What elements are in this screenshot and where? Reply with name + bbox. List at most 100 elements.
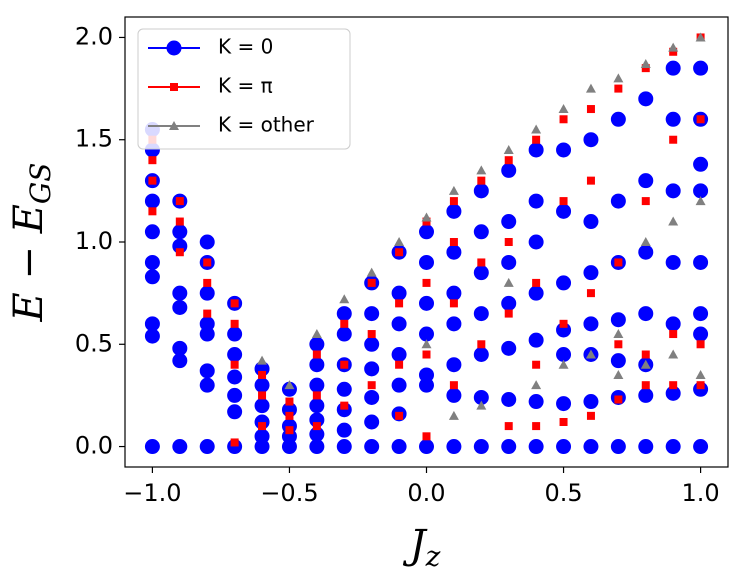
point (583, 394, 599, 410)
point (693, 183, 709, 199)
point (477, 176, 486, 185)
point (312, 422, 321, 431)
point (309, 357, 325, 373)
point (230, 319, 239, 328)
point (449, 299, 458, 308)
point (203, 278, 212, 287)
point (693, 326, 709, 342)
point (391, 285, 407, 301)
point (665, 254, 681, 270)
point (693, 60, 709, 76)
point (227, 347, 243, 362)
point (503, 144, 514, 154)
point (614, 340, 623, 349)
point (144, 269, 160, 285)
point (203, 258, 212, 267)
point (665, 439, 681, 455)
point (144, 254, 160, 270)
point (446, 439, 462, 455)
point (556, 142, 572, 158)
point (476, 165, 487, 175)
point (144, 316, 160, 332)
x-axis-label: Jz (403, 522, 441, 573)
point (556, 275, 572, 291)
point (422, 350, 431, 359)
point (693, 439, 709, 455)
point (446, 244, 462, 260)
point (501, 439, 517, 455)
point (285, 426, 294, 435)
point (199, 285, 215, 301)
y-axis-label: E − EGS (6, 163, 57, 323)
point (227, 326, 243, 342)
point (258, 370, 267, 379)
point (586, 289, 595, 298)
point (172, 340, 188, 356)
point (312, 391, 321, 400)
point (665, 183, 681, 199)
point (367, 381, 376, 390)
point (528, 332, 544, 348)
point (668, 349, 679, 359)
point (395, 360, 404, 369)
point (175, 197, 184, 206)
point (610, 439, 626, 455)
point (199, 234, 215, 250)
point (258, 391, 267, 400)
point (336, 381, 352, 397)
point (230, 360, 239, 369)
point (473, 183, 489, 199)
point (693, 156, 709, 172)
point (254, 398, 270, 414)
point (532, 360, 541, 369)
point (504, 422, 513, 431)
point (528, 193, 544, 209)
point (696, 381, 705, 390)
point (258, 422, 267, 431)
point (285, 397, 294, 406)
point (501, 162, 517, 178)
point (501, 340, 517, 356)
point (583, 132, 599, 148)
point (503, 277, 514, 287)
point (532, 422, 541, 431)
x-label-sub: z (425, 540, 441, 573)
point (144, 193, 160, 209)
point (610, 353, 626, 369)
point (199, 363, 215, 379)
point (339, 294, 350, 304)
point (559, 115, 568, 124)
point (583, 439, 599, 455)
point (477, 258, 486, 267)
point (391, 377, 407, 393)
point (696, 115, 705, 124)
point (641, 350, 650, 359)
point (144, 224, 160, 240)
point (531, 124, 542, 134)
x-tick-label: 0.0 (407, 479, 445, 507)
point (693, 306, 709, 322)
point (638, 173, 654, 189)
point (391, 316, 407, 332)
point (172, 439, 188, 455)
point (449, 381, 458, 390)
point (610, 111, 626, 127)
point (501, 392, 517, 407)
point (419, 439, 434, 455)
point (449, 197, 458, 206)
point (665, 316, 681, 332)
point (696, 340, 705, 349)
point (446, 387, 462, 403)
point (230, 299, 239, 308)
point (669, 330, 678, 339)
point (421, 339, 432, 349)
point (501, 214, 517, 230)
point (172, 299, 188, 315)
point (669, 47, 678, 56)
point (695, 196, 706, 206)
point (559, 418, 568, 426)
point (364, 389, 380, 405)
point (477, 340, 486, 349)
point (532, 278, 541, 287)
